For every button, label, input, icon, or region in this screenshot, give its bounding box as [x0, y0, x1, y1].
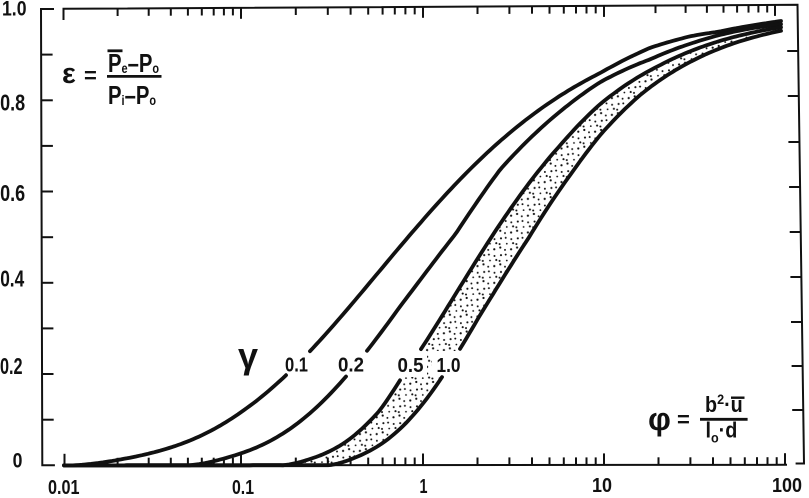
svg-text:1.0: 1.0 — [437, 354, 461, 377]
svg-text:0.1: 0.1 — [232, 476, 254, 498]
svg-text:0.1: 0.1 — [285, 354, 308, 377]
svg-text:b2·u: b2·u — [705, 391, 743, 417]
svg-text:0: 0 — [13, 450, 23, 473]
svg-text:10: 10 — [592, 474, 612, 497]
svg-text:1: 1 — [420, 475, 428, 498]
svg-text:γ: γ — [238, 335, 258, 376]
svg-text:=: = — [677, 407, 690, 432]
svg-text:0.2: 0.2 — [338, 354, 364, 377]
svg-text:0.5: 0.5 — [398, 354, 424, 377]
svg-text:0.2: 0.2 — [0, 353, 23, 379]
svg-text:0.6: 0.6 — [0, 180, 25, 206]
svg-text:Pe–Po: Pe–Po — [108, 49, 159, 78]
svg-text:lo·d: lo·d — [706, 419, 738, 446]
svg-text:0.01: 0.01 — [48, 476, 80, 498]
svg-text:ε: ε — [62, 58, 76, 90]
svg-text:1.0: 1.0 — [2, 0, 27, 21]
svg-text:φ: φ — [648, 401, 671, 437]
svg-text:Pi–Po: Pi–Po — [108, 81, 156, 110]
svg-text:0.8: 0.8 — [0, 90, 25, 116]
svg-text:=: = — [84, 63, 97, 88]
svg-text:0.4: 0.4 — [0, 266, 24, 292]
svg-text:100: 100 — [772, 474, 802, 497]
